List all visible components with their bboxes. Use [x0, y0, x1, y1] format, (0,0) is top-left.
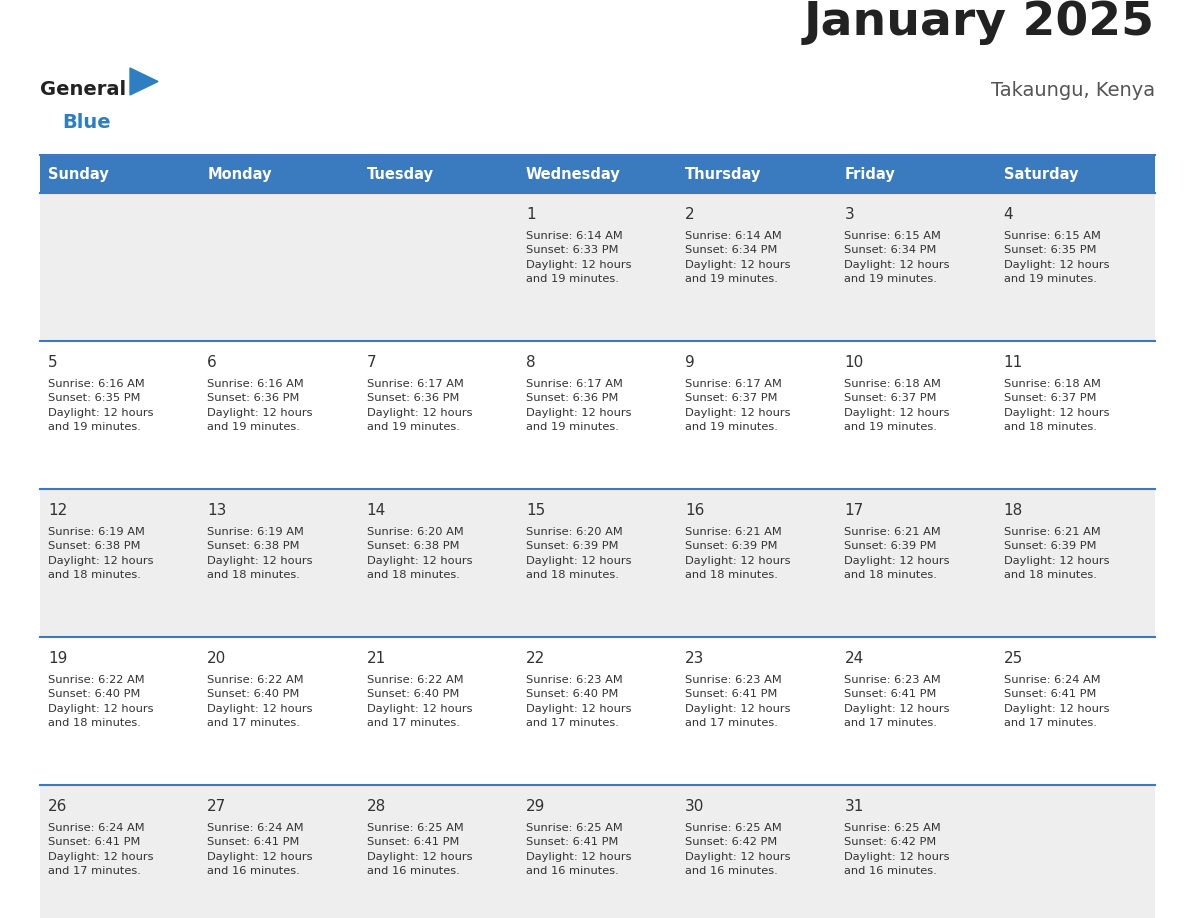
Bar [40, 341, 1155, 489]
Text: 29: 29 [526, 799, 545, 814]
Text: 6: 6 [207, 355, 217, 370]
Bar [200, 155, 359, 193]
Text: Saturday: Saturday [1004, 166, 1079, 182]
Text: January 2025: January 2025 [804, 0, 1155, 45]
Text: Sunrise: 6:17 AM
Sunset: 6:36 PM
Daylight: 12 hours
and 19 minutes.: Sunrise: 6:17 AM Sunset: 6:36 PM Dayligh… [367, 379, 472, 432]
Text: 15: 15 [526, 503, 545, 518]
Text: Sunrise: 6:20 AM
Sunset: 6:38 PM
Daylight: 12 hours
and 18 minutes.: Sunrise: 6:20 AM Sunset: 6:38 PM Dayligh… [367, 527, 472, 580]
Polygon shape [129, 68, 158, 95]
Text: Sunrise: 6:24 AM
Sunset: 6:41 PM
Daylight: 12 hours
and 17 minutes.: Sunrise: 6:24 AM Sunset: 6:41 PM Dayligh… [1004, 675, 1110, 728]
Text: Sunrise: 6:25 AM
Sunset: 6:41 PM
Daylight: 12 hours
and 16 minutes.: Sunrise: 6:25 AM Sunset: 6:41 PM Dayligh… [367, 823, 472, 876]
Text: Sunrise: 6:23 AM
Sunset: 6:41 PM
Daylight: 12 hours
and 17 minutes.: Sunrise: 6:23 AM Sunset: 6:41 PM Dayligh… [845, 675, 950, 728]
Text: Sunrise: 6:18 AM
Sunset: 6:37 PM
Daylight: 12 hours
and 19 minutes.: Sunrise: 6:18 AM Sunset: 6:37 PM Dayligh… [845, 379, 950, 432]
Text: 18: 18 [1004, 503, 1023, 518]
Text: Sunrise: 6:24 AM
Sunset: 6:41 PM
Daylight: 12 hours
and 16 minutes.: Sunrise: 6:24 AM Sunset: 6:41 PM Dayligh… [207, 823, 312, 876]
Text: 30: 30 [685, 799, 704, 814]
Text: Sunrise: 6:17 AM
Sunset: 6:36 PM
Daylight: 12 hours
and 19 minutes.: Sunrise: 6:17 AM Sunset: 6:36 PM Dayligh… [526, 379, 631, 432]
Text: 20: 20 [207, 651, 227, 666]
Text: Sunrise: 6:20 AM
Sunset: 6:39 PM
Daylight: 12 hours
and 18 minutes.: Sunrise: 6:20 AM Sunset: 6:39 PM Dayligh… [526, 527, 631, 580]
Text: 4: 4 [1004, 207, 1013, 222]
Text: 12: 12 [48, 503, 68, 518]
Text: 26: 26 [48, 799, 68, 814]
Bar [40, 193, 1155, 341]
Text: Sunrise: 6:16 AM
Sunset: 6:35 PM
Daylight: 12 hours
and 19 minutes.: Sunrise: 6:16 AM Sunset: 6:35 PM Dayligh… [48, 379, 153, 432]
Text: Sunday: Sunday [48, 166, 109, 182]
Text: 13: 13 [207, 503, 227, 518]
Text: Sunrise: 6:15 AM
Sunset: 6:35 PM
Daylight: 12 hours
and 19 minutes.: Sunrise: 6:15 AM Sunset: 6:35 PM Dayligh… [1004, 231, 1110, 285]
Text: Sunrise: 6:19 AM
Sunset: 6:38 PM
Daylight: 12 hours
and 18 minutes.: Sunrise: 6:19 AM Sunset: 6:38 PM Dayligh… [207, 527, 312, 580]
Bar [40, 489, 1155, 637]
Text: Sunrise: 6:15 AM
Sunset: 6:34 PM
Daylight: 12 hours
and 19 minutes.: Sunrise: 6:15 AM Sunset: 6:34 PM Dayligh… [845, 231, 950, 285]
Bar [359, 155, 518, 193]
Text: 1: 1 [526, 207, 536, 222]
Text: 24: 24 [845, 651, 864, 666]
Text: Friday: Friday [845, 166, 896, 182]
Text: Sunrise: 6:16 AM
Sunset: 6:36 PM
Daylight: 12 hours
and 19 minutes.: Sunrise: 6:16 AM Sunset: 6:36 PM Dayligh… [207, 379, 312, 432]
Bar [836, 155, 996, 193]
Text: 17: 17 [845, 503, 864, 518]
Text: Sunrise: 6:21 AM
Sunset: 6:39 PM
Daylight: 12 hours
and 18 minutes.: Sunrise: 6:21 AM Sunset: 6:39 PM Dayligh… [685, 527, 791, 580]
Text: 7: 7 [367, 355, 377, 370]
Text: Takaungu, Kenya: Takaungu, Kenya [991, 81, 1155, 100]
Text: 25: 25 [1004, 651, 1023, 666]
Text: Tuesday: Tuesday [367, 166, 434, 182]
Text: 28: 28 [367, 799, 386, 814]
Text: Sunrise: 6:23 AM
Sunset: 6:41 PM
Daylight: 12 hours
and 17 minutes.: Sunrise: 6:23 AM Sunset: 6:41 PM Dayligh… [685, 675, 791, 728]
Text: 14: 14 [367, 503, 386, 518]
Text: 5: 5 [48, 355, 58, 370]
Text: Sunrise: 6:22 AM
Sunset: 6:40 PM
Daylight: 12 hours
and 17 minutes.: Sunrise: 6:22 AM Sunset: 6:40 PM Dayligh… [207, 675, 312, 728]
Bar [40, 637, 1155, 785]
Text: Sunrise: 6:14 AM
Sunset: 6:34 PM
Daylight: 12 hours
and 19 minutes.: Sunrise: 6:14 AM Sunset: 6:34 PM Dayligh… [685, 231, 791, 285]
Text: Blue: Blue [62, 113, 110, 132]
Text: Sunrise: 6:22 AM
Sunset: 6:40 PM
Daylight: 12 hours
and 18 minutes.: Sunrise: 6:22 AM Sunset: 6:40 PM Dayligh… [48, 675, 153, 728]
Text: Thursday: Thursday [685, 166, 762, 182]
Text: Sunrise: 6:25 AM
Sunset: 6:41 PM
Daylight: 12 hours
and 16 minutes.: Sunrise: 6:25 AM Sunset: 6:41 PM Dayligh… [526, 823, 631, 876]
Text: 23: 23 [685, 651, 704, 666]
Text: Sunrise: 6:18 AM
Sunset: 6:37 PM
Daylight: 12 hours
and 18 minutes.: Sunrise: 6:18 AM Sunset: 6:37 PM Dayligh… [1004, 379, 1110, 432]
Bar [40, 155, 200, 193]
Text: General: General [40, 80, 126, 99]
Text: 16: 16 [685, 503, 704, 518]
Text: Sunrise: 6:23 AM
Sunset: 6:40 PM
Daylight: 12 hours
and 17 minutes.: Sunrise: 6:23 AM Sunset: 6:40 PM Dayligh… [526, 675, 631, 728]
Text: Sunrise: 6:22 AM
Sunset: 6:40 PM
Daylight: 12 hours
and 17 minutes.: Sunrise: 6:22 AM Sunset: 6:40 PM Dayligh… [367, 675, 472, 728]
Text: Sunrise: 6:21 AM
Sunset: 6:39 PM
Daylight: 12 hours
and 18 minutes.: Sunrise: 6:21 AM Sunset: 6:39 PM Dayligh… [845, 527, 950, 580]
Text: Sunrise: 6:25 AM
Sunset: 6:42 PM
Daylight: 12 hours
and 16 minutes.: Sunrise: 6:25 AM Sunset: 6:42 PM Dayligh… [685, 823, 791, 876]
Text: 19: 19 [48, 651, 68, 666]
Bar [677, 155, 836, 193]
Text: Monday: Monday [207, 166, 272, 182]
Text: 10: 10 [845, 355, 864, 370]
Text: 27: 27 [207, 799, 227, 814]
Text: 3: 3 [845, 207, 854, 222]
Bar [40, 785, 1155, 918]
Text: 22: 22 [526, 651, 545, 666]
Text: 2: 2 [685, 207, 695, 222]
Bar [518, 155, 677, 193]
Text: 11: 11 [1004, 355, 1023, 370]
Text: Wednesday: Wednesday [526, 166, 620, 182]
Text: Sunrise: 6:17 AM
Sunset: 6:37 PM
Daylight: 12 hours
and 19 minutes.: Sunrise: 6:17 AM Sunset: 6:37 PM Dayligh… [685, 379, 791, 432]
Text: 31: 31 [845, 799, 864, 814]
Text: Sunrise: 6:19 AM
Sunset: 6:38 PM
Daylight: 12 hours
and 18 minutes.: Sunrise: 6:19 AM Sunset: 6:38 PM Dayligh… [48, 527, 153, 580]
Text: 8: 8 [526, 355, 536, 370]
Text: 21: 21 [367, 651, 386, 666]
Bar [996, 155, 1155, 193]
Text: Sunrise: 6:25 AM
Sunset: 6:42 PM
Daylight: 12 hours
and 16 minutes.: Sunrise: 6:25 AM Sunset: 6:42 PM Dayligh… [845, 823, 950, 876]
Text: Sunrise: 6:14 AM
Sunset: 6:33 PM
Daylight: 12 hours
and 19 minutes.: Sunrise: 6:14 AM Sunset: 6:33 PM Dayligh… [526, 231, 631, 285]
Text: Sunrise: 6:24 AM
Sunset: 6:41 PM
Daylight: 12 hours
and 17 minutes.: Sunrise: 6:24 AM Sunset: 6:41 PM Dayligh… [48, 823, 153, 876]
Text: 9: 9 [685, 355, 695, 370]
Text: Sunrise: 6:21 AM
Sunset: 6:39 PM
Daylight: 12 hours
and 18 minutes.: Sunrise: 6:21 AM Sunset: 6:39 PM Dayligh… [1004, 527, 1110, 580]
